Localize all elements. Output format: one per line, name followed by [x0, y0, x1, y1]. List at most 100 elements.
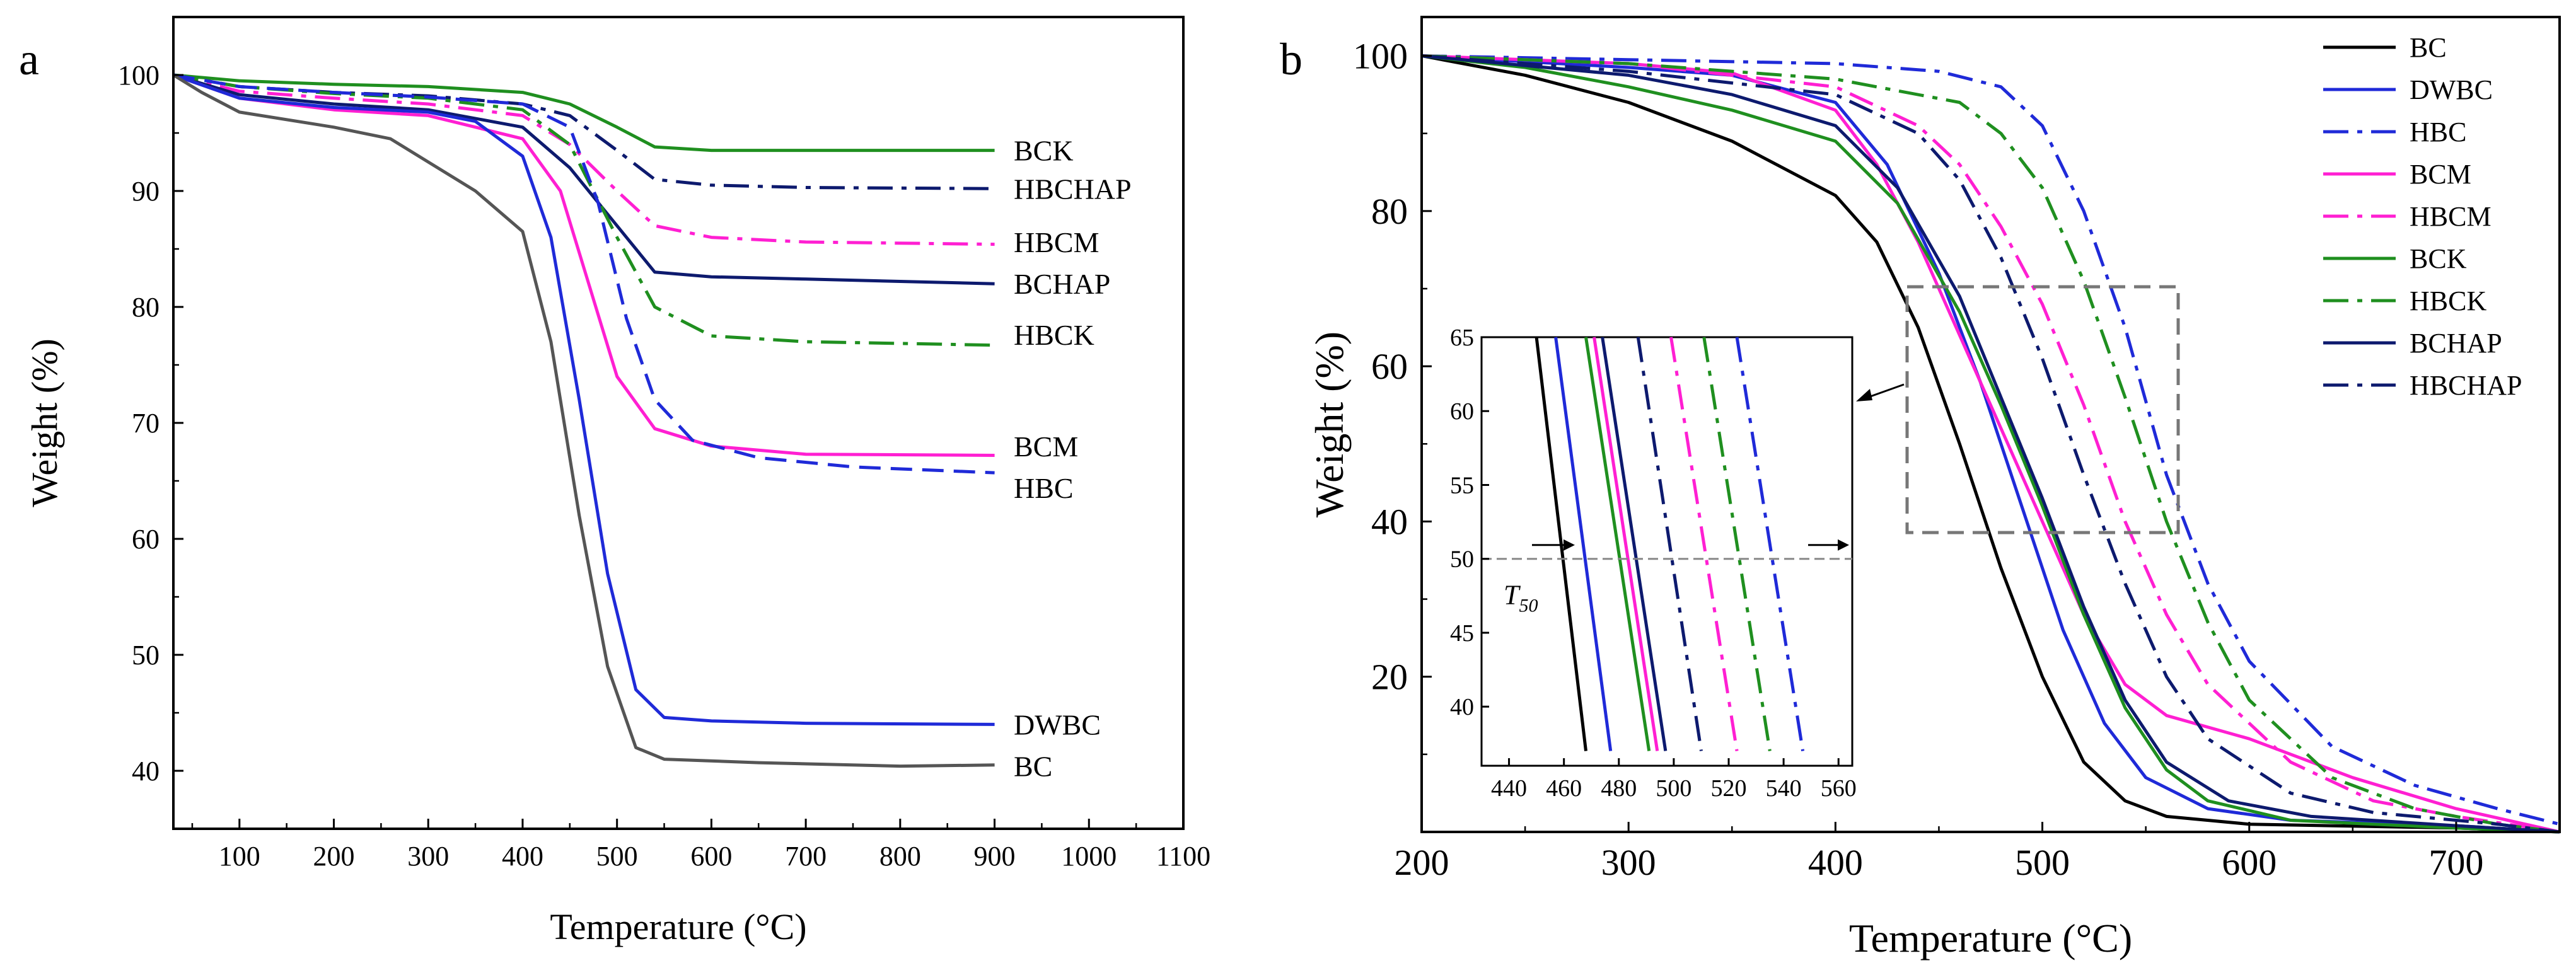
series-label-bchap: BCHAP [1014, 268, 1110, 300]
x-tick-label: 600 [690, 841, 732, 872]
series-line-hbck [1421, 54, 2560, 834]
inset-line-bck [1584, 337, 1651, 751]
panel-a-letter: a [19, 34, 39, 84]
series-line-bcm [1421, 54, 2560, 834]
x-axis-title: Temperature (°C) [1849, 916, 2132, 961]
series-line-bck [1421, 54, 2560, 834]
y-axis-title: Weight (%) [1307, 332, 1352, 517]
series-label-hbchap: HBCHAP [1014, 173, 1132, 205]
y-tick-label: 100 [118, 60, 160, 91]
y-tick-label: 50 [132, 640, 160, 671]
y-tick-label: 20 [1371, 657, 1408, 698]
x-tick-label: 300 [407, 841, 449, 872]
legend-label-hbchap: HBCHAP [2410, 370, 2522, 401]
legend-label-hbcm: HBCM [2410, 201, 2492, 232]
series-label-bc: BC [1014, 751, 1052, 783]
legend-label-hbc: HBC [2410, 117, 2466, 147]
inset-pointer-head [1856, 389, 1872, 401]
series-label-hbc: HBC [1014, 472, 1074, 504]
series-line-hbck [173, 73, 995, 347]
legend-label-bck: BCK [2410, 243, 2467, 274]
series-line-bc [1421, 54, 2560, 834]
y-tick-label: 100 [1353, 36, 1408, 77]
y-tick-label: 60 [132, 524, 160, 555]
x-tick-label: 400 [502, 841, 543, 872]
t50-annotation-letter: T [1504, 580, 1521, 611]
x-tick-label: 100 [219, 841, 260, 872]
series-line-bck [173, 73, 995, 153]
x-tick-label: 200 [313, 841, 355, 872]
inset-x-tick-label: 520 [1711, 775, 1747, 802]
series-line-hbc [1421, 54, 2560, 826]
y-tick-label: 40 [1371, 501, 1408, 542]
y-tick-label: 70 [132, 408, 160, 439]
inset-line-hbck [1702, 337, 1772, 751]
series-label-dwbc: DWBC [1014, 708, 1101, 741]
x-tick-label: 1000 [1061, 841, 1117, 872]
series-line-hbc [173, 73, 995, 475]
series-line-bchap [1421, 54, 2560, 834]
y-tick-label: 40 [132, 756, 160, 787]
x-tick-label: 700 [785, 841, 827, 872]
inset-line-hbcm [1669, 337, 1739, 751]
x-axis-title: Temperature (°C) [550, 906, 806, 947]
x-tick-label: 300 [1601, 842, 1656, 883]
inset-line-hbc [1735, 337, 1805, 751]
y-tick-label: 90 [132, 176, 160, 207]
x-tick-label: 700 [2428, 842, 2483, 883]
inset-x-tick-label: 480 [1601, 775, 1637, 802]
panel-b-frame [1420, 16, 2561, 833]
series-label-hbck: HBCK [1014, 319, 1094, 351]
legend-label-bc: BC [2410, 32, 2447, 63]
x-tick-label: 600 [2222, 842, 2277, 883]
inset-y-tick-label: 50 [1450, 546, 1474, 573]
legend-label-bchap: BCHAP [2410, 328, 2502, 359]
inset-frame [1480, 336, 1854, 767]
legend-label-bcm: BCM [2410, 159, 2471, 190]
y-axis-title: Weight (%) [24, 338, 65, 507]
series-label-bck: BCK [1014, 135, 1074, 167]
y-tick-label: 80 [1371, 191, 1408, 232]
y-tick-label: 60 [1371, 346, 1408, 387]
inset-x-tick-label: 500 [1656, 775, 1691, 802]
series-line-dwbc [173, 73, 995, 726]
inset-x-tick-label: 440 [1491, 775, 1527, 802]
inset-x-tick-label: 460 [1546, 775, 1582, 802]
legend-label-hbck: HBCK [2410, 286, 2486, 316]
x-tick-label: 500 [596, 841, 638, 872]
left-arrow-head [1564, 539, 1575, 551]
x-tick-label: 500 [2015, 842, 2070, 883]
inset-y-tick-label: 45 [1450, 620, 1474, 647]
series-line-hbcm [1421, 54, 2560, 834]
inset-y-tick-label: 65 [1450, 325, 1474, 351]
inset-line-bchap [1601, 337, 1668, 751]
panel-b: b BC DWBC HBC BCM HBCM BCK HBCK BCHAP HBCHAP 200 30… [1280, 16, 2561, 961]
series-label-hbcm: HBCM [1014, 226, 1099, 258]
inset-line-dwbc [1554, 337, 1613, 751]
legend-label-dwbc: DWBC [2410, 74, 2493, 105]
y-tick-label: 80 [132, 292, 160, 323]
x-tick-label: 200 [1395, 842, 1449, 883]
zoom-region-box [1905, 285, 2180, 534]
series-label-bcm: BCM [1014, 430, 1078, 463]
right-arrow-head [1838, 539, 1849, 551]
panel-a: a BCK HBCHAP HBCM BCHAP HBCK BCM HBC DWBC BC 100 20… [19, 16, 1210, 947]
series-line-bc [172, 73, 995, 768]
x-tick-label: 400 [1808, 842, 1863, 883]
inset-line-bcm [1593, 337, 1659, 751]
x-tick-label: 800 [879, 841, 921, 872]
x-tick-label: 1100 [1156, 841, 1210, 872]
series-line-bcm [173, 73, 995, 457]
inset-x-tick-label: 560 [1821, 775, 1857, 802]
inset-y-tick-label: 55 [1450, 472, 1474, 499]
panel-b-letter: b [1280, 34, 1303, 84]
series-line-hbchap [1421, 54, 2560, 834]
inset-y-tick-label: 60 [1450, 398, 1474, 425]
inset-x-tick-label: 540 [1766, 775, 1802, 802]
series-line-hbcm [173, 73, 995, 246]
t50-annotation-subscript: 50 [1519, 596, 1538, 616]
t50-annotation: T50 [1504, 580, 1538, 616]
x-tick-label: 900 [974, 841, 1016, 872]
